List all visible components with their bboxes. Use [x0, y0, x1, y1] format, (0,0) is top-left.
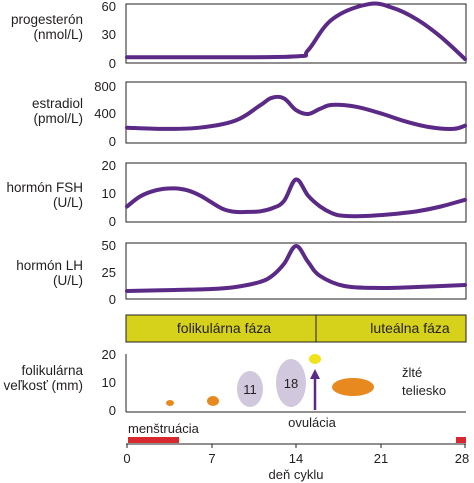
x-tick-label: 21: [374, 451, 388, 466]
menstruation-bar-end: [456, 437, 466, 443]
ovum-icon: [309, 354, 321, 364]
x-tick-label: 28: [455, 451, 469, 466]
menstruation-bar-start: [128, 437, 179, 443]
lh-panel-frame: [125, 242, 467, 300]
progesterone-curve: [125, 1, 467, 61]
follicle-11mm: [237, 371, 263, 407]
estradiol-ytick: 800: [94, 79, 116, 94]
x-axis-label: deň cyklu: [269, 467, 324, 482]
follicle-size-ylabel: folikulárna veľkosť (mm): [3, 363, 84, 393]
estradiol-ytick: 400: [94, 106, 116, 121]
progesterone-ytick: 60: [102, 0, 116, 14]
corpus-luteum: [332, 378, 374, 396]
follicle-18mm-label: 18: [284, 376, 298, 391]
follicle-ytick: 20: [102, 347, 116, 362]
x-tick-label: 14: [289, 451, 303, 466]
ovulation-label: ovulácia: [288, 415, 336, 430]
follicle-ytick: 10: [102, 375, 116, 390]
lh-curve: [125, 244, 467, 293]
x-tick-label: 7: [208, 451, 215, 466]
corpus-luteum-label-line2: teliesko: [402, 383, 446, 398]
progesterone-ytick: 30: [102, 27, 116, 42]
progesterone-panel-frame: [125, 3, 467, 64]
lh-ytick: 0: [109, 292, 116, 307]
follicular-phase-label: folikulárna fáza: [177, 320, 271, 336]
follicle-11mm-label: 11: [243, 382, 257, 397]
x-tick-label: 0: [123, 451, 130, 466]
luteal-phase-label: luteálna fáza: [370, 320, 450, 336]
fsh-ylabel: hormón FSH (U/L): [6, 180, 83, 210]
fsh-ytick: 0: [109, 214, 116, 229]
estradiol-ytick: 0: [109, 134, 116, 149]
estradiol-ylabel: estradiol (pmol/L): [31, 96, 83, 126]
fsh-ytick: 20: [102, 158, 116, 173]
fsh-ytick: 10: [102, 186, 116, 201]
fsh-panel-frame: [125, 162, 467, 223]
estradiol-curve: [125, 94, 467, 131]
follicle-18mm: [276, 359, 306, 407]
progesterone-ytick: 0: [109, 56, 116, 71]
follicle-small: [166, 400, 174, 406]
fsh-curve: [125, 177, 467, 219]
follicle-ytick: 0: [109, 403, 116, 418]
phase-bar: [125, 314, 467, 343]
ovulation-arrowhead: [310, 369, 320, 379]
lh-ytick: 25: [102, 265, 116, 280]
progesterone-ylabel: progesterón (nmol/L): [10, 12, 83, 42]
estradiol-panel-frame: [125, 81, 467, 144]
lh-ytick: 50: [102, 238, 116, 253]
menstruation-label: menštruácia: [128, 421, 200, 436]
corpus-luteum-label-line1: žlté: [402, 365, 422, 380]
lh-ylabel: hormón LH (U/L): [16, 258, 83, 288]
follicle-growing: [207, 396, 219, 406]
